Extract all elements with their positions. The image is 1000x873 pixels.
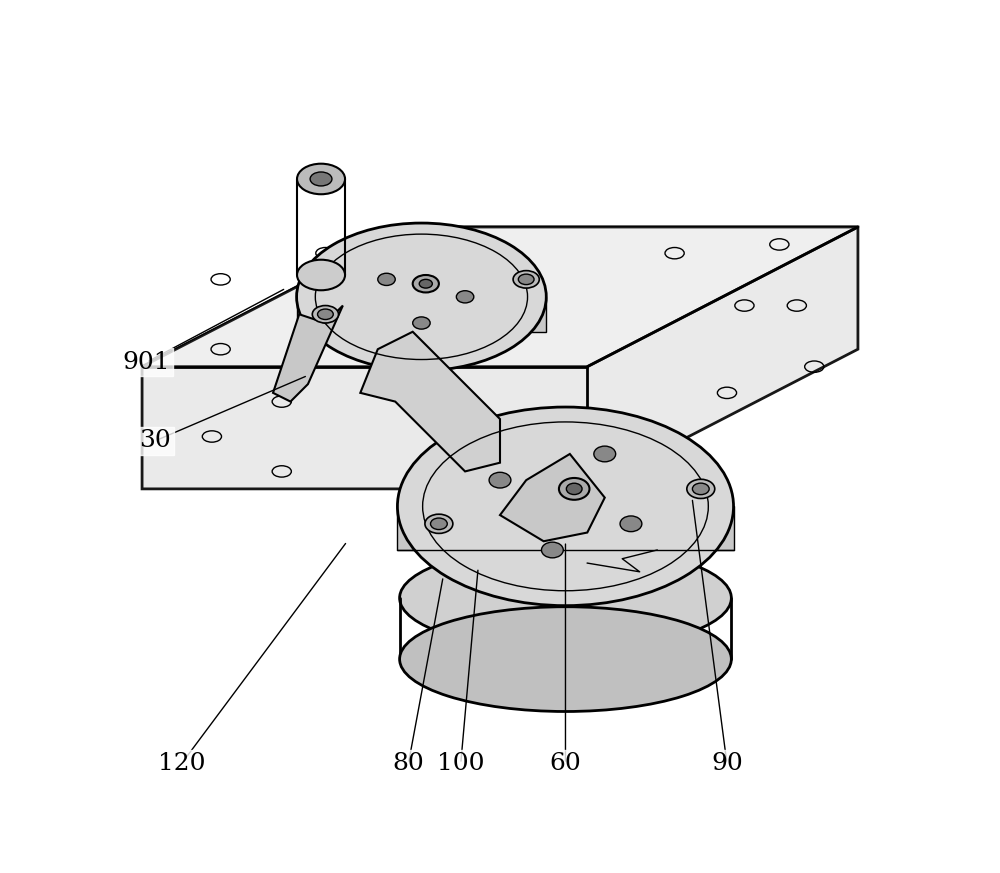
Ellipse shape	[489, 472, 511, 488]
Text: 901: 901	[123, 351, 170, 374]
Ellipse shape	[297, 163, 345, 194]
Ellipse shape	[413, 317, 430, 329]
Polygon shape	[360, 332, 500, 471]
Ellipse shape	[400, 546, 731, 650]
Ellipse shape	[378, 273, 395, 285]
Ellipse shape	[687, 479, 715, 498]
Text: 80: 80	[392, 753, 424, 775]
Ellipse shape	[513, 271, 539, 288]
Text: 30: 30	[139, 430, 171, 452]
Ellipse shape	[541, 542, 563, 558]
Polygon shape	[142, 227, 858, 489]
Ellipse shape	[310, 172, 332, 186]
Ellipse shape	[312, 306, 338, 323]
Ellipse shape	[425, 514, 453, 533]
Polygon shape	[500, 454, 605, 541]
Ellipse shape	[431, 518, 447, 530]
Ellipse shape	[456, 291, 474, 303]
Ellipse shape	[413, 275, 439, 292]
Ellipse shape	[318, 309, 333, 320]
Ellipse shape	[297, 260, 345, 290]
Ellipse shape	[692, 483, 709, 495]
Text: 60: 60	[550, 753, 581, 775]
Ellipse shape	[594, 446, 616, 462]
Ellipse shape	[518, 274, 534, 285]
Polygon shape	[273, 306, 343, 402]
Text: 120: 120	[158, 753, 205, 775]
Polygon shape	[397, 506, 734, 550]
Ellipse shape	[397, 407, 734, 606]
Ellipse shape	[400, 607, 731, 711]
Ellipse shape	[566, 483, 582, 494]
Ellipse shape	[559, 478, 589, 499]
Polygon shape	[297, 297, 546, 332]
Ellipse shape	[419, 279, 432, 288]
Ellipse shape	[297, 223, 546, 370]
Polygon shape	[142, 227, 858, 367]
Text: 90: 90	[711, 753, 743, 775]
Ellipse shape	[620, 516, 642, 532]
Text: 100: 100	[437, 753, 484, 775]
